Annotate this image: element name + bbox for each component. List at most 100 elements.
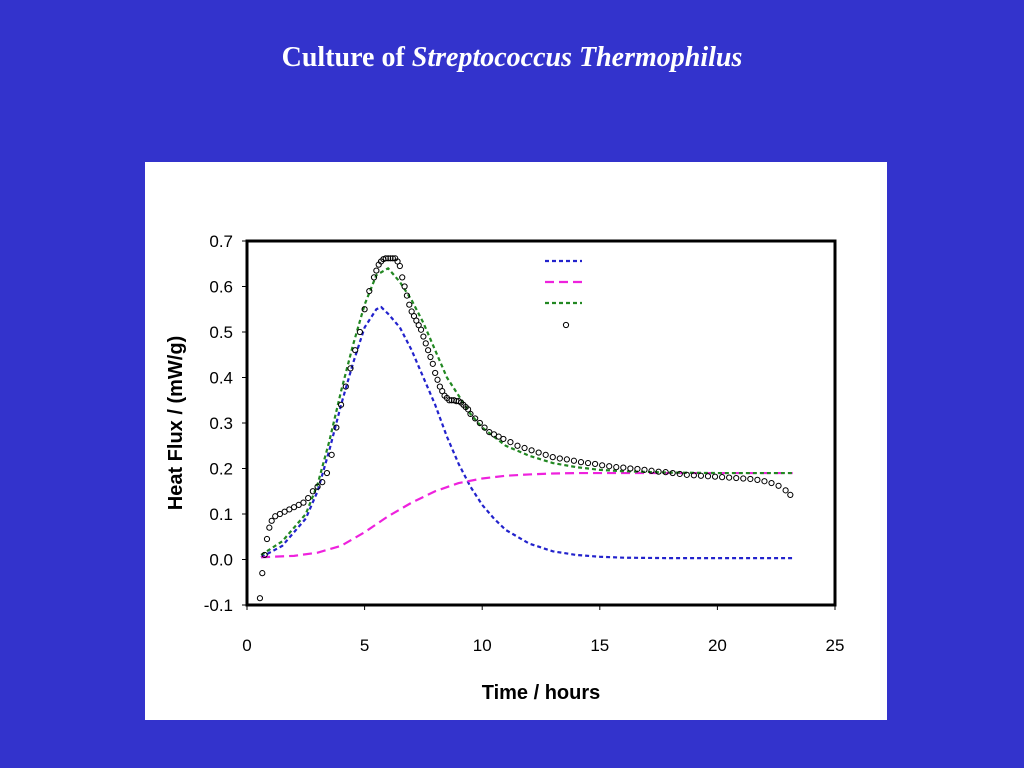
ticks-layer: 0 5 10 15 20 25 -0.1 0.0 0.1 0.2 0.3 0.4 0.5 0.6 0.7 <box>204 232 845 655</box>
data-point <box>361 306 368 313</box>
data-point <box>434 376 441 383</box>
data-point <box>521 444 528 452</box>
series-points <box>256 255 794 602</box>
y-tick-label: 0.0 <box>209 551 233 570</box>
data-point <box>417 326 425 333</box>
data-point <box>342 383 349 390</box>
data-point <box>401 283 408 290</box>
data-point <box>627 465 634 472</box>
data-point <box>669 469 676 477</box>
data-point <box>620 464 627 471</box>
data-point <box>641 466 648 473</box>
data-point <box>399 274 406 281</box>
y-tick-label: 0.7 <box>209 232 233 251</box>
data-point <box>584 459 592 467</box>
data-point <box>425 347 432 354</box>
data-point <box>476 419 483 427</box>
data-point <box>261 551 268 559</box>
data-point <box>577 459 585 466</box>
data-point <box>634 465 641 473</box>
data-point <box>370 274 378 281</box>
data-point <box>373 267 380 274</box>
data-point <box>549 454 556 461</box>
slide-title-italic: Streptococcus Thermophilus <box>411 42 743 73</box>
data-point <box>323 469 331 477</box>
data-point <box>719 474 726 481</box>
x-tick-label: 5 <box>360 636 369 655</box>
data-point <box>535 449 542 456</box>
data-point <box>733 474 740 482</box>
series-line-3 <box>260 267 793 556</box>
data-point <box>768 479 775 487</box>
data-point <box>697 472 705 479</box>
x-axis-title: Time / hours <box>482 682 601 704</box>
data-point <box>726 474 733 481</box>
data-point <box>747 475 754 483</box>
data-point <box>309 488 316 495</box>
data-point <box>266 524 273 531</box>
series-line-2 <box>261 471 793 559</box>
plot-frame <box>245 239 837 607</box>
data-point <box>599 462 606 469</box>
data-point <box>683 471 690 478</box>
y-tick-label: 0.6 <box>209 278 233 297</box>
data-point <box>740 475 747 482</box>
y-tick-label: 0.1 <box>209 505 233 524</box>
data-point <box>655 468 662 475</box>
data-point <box>711 473 719 480</box>
data-point <box>256 595 264 602</box>
data-point <box>761 478 768 485</box>
data-point <box>259 570 266 577</box>
data-point <box>613 464 620 471</box>
data-point <box>563 456 570 463</box>
data-point <box>427 353 434 361</box>
data-point <box>500 435 507 443</box>
data-point <box>676 470 683 478</box>
data-point <box>300 499 307 506</box>
y-tick-label: 0.4 <box>209 369 233 388</box>
data-point <box>648 467 655 474</box>
y-tick-label: 0.5 <box>209 323 233 342</box>
data-point <box>406 301 413 308</box>
data-point <box>782 487 789 494</box>
data-point <box>556 455 563 462</box>
data-point <box>263 535 271 543</box>
chart-panel: 0 5 10 15 20 25 -0.1 0.0 0.1 0.2 0.3 0.4 0.5 0.6 0.7 T… <box>145 162 887 720</box>
data-point <box>422 340 429 347</box>
legend-layer <box>545 259 582 329</box>
x-tick-label: 0 <box>242 636 251 655</box>
heat-flux-chart: 0 5 10 15 20 25 -0.1 0.0 0.1 0.2 0.3 0.4 0.5 0.6 0.7 T… <box>165 232 845 704</box>
y-axis-title: Heat Flux / (mW/g) <box>165 336 187 510</box>
data-point <box>690 472 697 479</box>
data-point <box>570 457 578 464</box>
data-point <box>396 262 403 270</box>
data-point <box>467 410 474 417</box>
data-point <box>333 424 340 431</box>
data-point <box>347 365 354 372</box>
x-tick-label: 10 <box>473 636 492 655</box>
data-point <box>352 347 359 354</box>
data-point <box>787 491 794 498</box>
data-point <box>268 517 275 524</box>
data-point <box>542 451 549 458</box>
data-point <box>328 451 335 458</box>
data-point <box>704 473 712 480</box>
data-point <box>356 328 363 336</box>
series-line-1 <box>260 305 793 560</box>
data-point <box>754 476 761 483</box>
data-point <box>662 469 669 476</box>
x-tick-label: 20 <box>708 636 727 655</box>
y-tick-label: -0.1 <box>204 596 233 615</box>
data-point <box>429 360 436 367</box>
series-layer <box>256 255 794 602</box>
data-point <box>319 479 326 486</box>
x-tick-label: 15 <box>590 636 609 655</box>
data-point <box>514 442 521 449</box>
data-point <box>403 292 411 299</box>
data-point <box>591 460 599 468</box>
y-tick-label: 0.2 <box>209 460 233 479</box>
y-tick-label: 0.3 <box>209 414 233 433</box>
data-point <box>432 369 439 377</box>
data-point <box>337 401 345 408</box>
data-point <box>528 447 535 454</box>
